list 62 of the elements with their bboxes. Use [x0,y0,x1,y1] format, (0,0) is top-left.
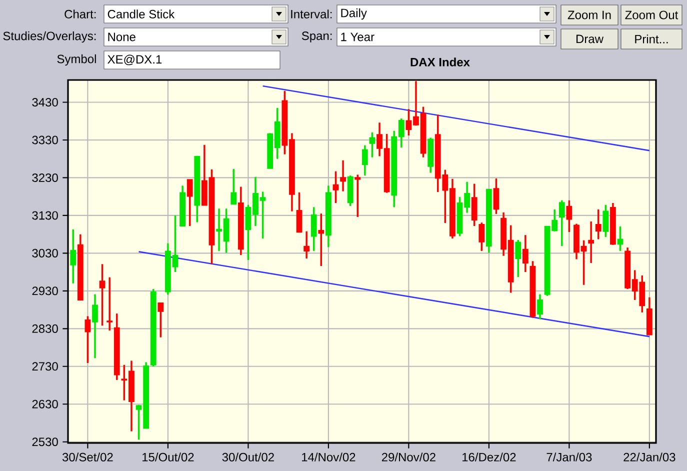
candlestick [602,204,609,238]
y-tick-label: 3430 [32,98,58,107]
x-tick-label: 7/Jan/03 [546,452,592,462]
candlestick [158,302,164,338]
x-tick-label: 22/Jan/03 [624,452,676,462]
candlestick [106,276,113,332]
text: Candle Stick [108,10,175,18]
candlestick [588,220,594,264]
candlestick [522,234,528,273]
candlestick [369,132,376,158]
candlestick [362,144,368,176]
candlestick [471,182,478,227]
chart-title: DAX Index [410,58,470,66]
y-tick-label: 2530 [32,438,58,446]
y-tick-label: 2930 [32,286,58,296]
text: Studies/Overlays: [3,31,96,43]
text: 1 Year [341,32,374,42]
x-tick-label: 16/Dez/02 [462,452,516,462]
candlestick [318,212,324,267]
candlestick [566,199,572,233]
x-tick-label: 30/Set/02 [62,452,113,462]
text: Daily [341,8,367,20]
text: Chart: [64,10,96,18]
candlestick [515,239,522,278]
text: Interval: [291,10,332,18]
y-tick-label: 2830 [32,324,58,333]
candlestick [84,315,91,364]
y-tick-label: 3030 [32,248,58,258]
candlestick [99,263,106,327]
x-tick-label: 15/Out/02 [142,452,194,462]
candlestick [595,208,602,240]
x-tick-label: 30/Out/02 [222,452,274,462]
candlestick [354,174,361,218]
text: Symbol [57,54,96,66]
y-tick-label: 3330 [32,136,58,144]
text: XE@DX.1 [108,54,162,66]
candlestick [296,192,302,233]
candlestick [558,199,565,247]
text: Span: [302,32,332,42]
text: Zoom Out [625,10,678,20]
candlestick [304,230,310,260]
candlestick [310,206,317,252]
candlestick [478,222,485,252]
text: Print... [635,34,668,44]
text: None [108,32,136,42]
y-tick-label: 3230 [32,173,58,182]
candlestick [70,228,76,284]
text: Zoom In [568,10,611,20]
text: Draw [576,34,604,44]
candlestick [493,178,500,215]
y-tick-label: 2630 [32,400,58,408]
candlestick [617,226,624,252]
candlestick [537,293,543,320]
y-tick-label: 3130 [32,211,58,220]
candlestick [92,293,98,359]
candlestick [186,178,193,227]
candlestick [230,168,237,205]
x-tick-label: 14/Nov/02 [302,452,356,462]
x-tick-label: 29/Nov/02 [382,452,436,462]
candlestick [332,170,339,204]
candlestick [340,159,346,192]
y-tick-label: 2730 [32,362,58,371]
